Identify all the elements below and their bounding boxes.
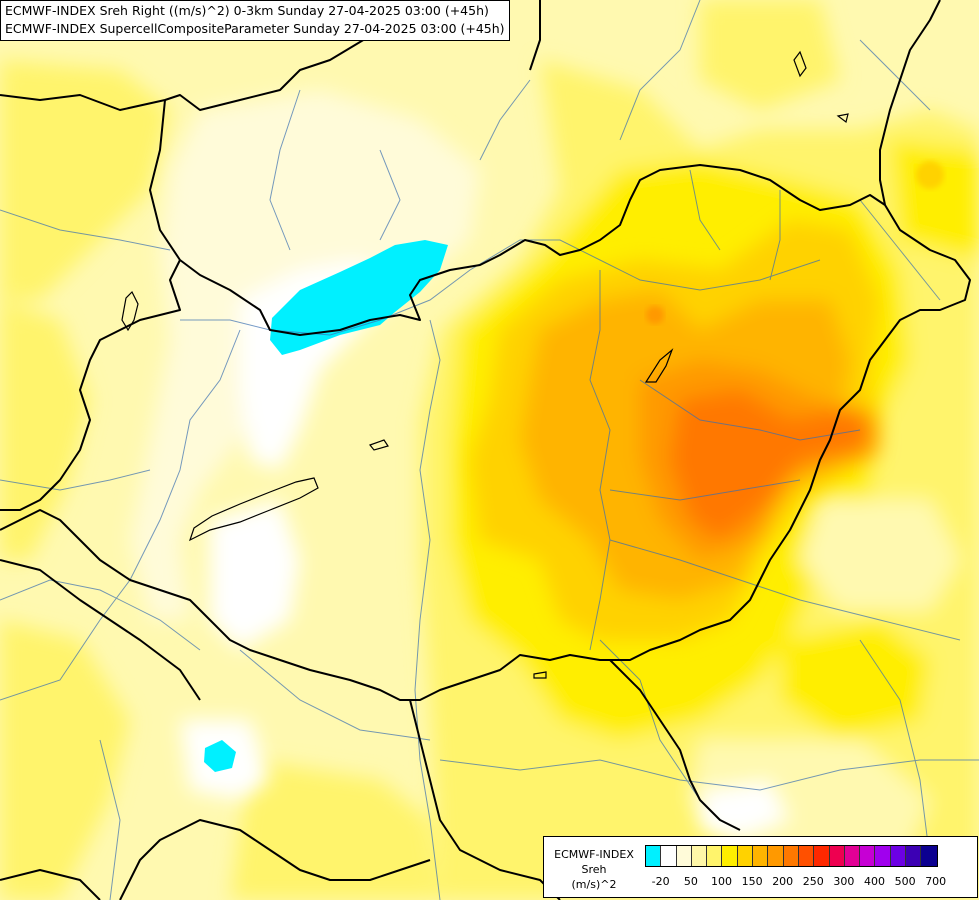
legend-tick-label: 150 [741,875,763,888]
legend-swatch [921,846,937,866]
legend-swatch [661,846,677,866]
legend-swatch [906,846,922,866]
legend-tick-label: 500 [894,875,916,888]
lakes [121,50,849,679]
legend-tick-label: 200 [772,875,794,888]
legend-swatch [875,846,891,866]
title-line-1: ECMWF-INDEX Sreh Right ((m/s)^2) 0-3km S… [5,3,489,18]
legend-swatch [753,846,769,866]
legend-tick-label: 400 [864,875,885,888]
lake-tisza [644,348,674,383]
legend-swatch [829,846,845,866]
cyan-area-south [204,740,236,772]
legend-label-line-1: ECMWF-INDEX [554,848,634,861]
legend-swatch [890,846,907,866]
legend-swatch [860,846,876,866]
legend-swatch [676,846,692,866]
legend-tick-label: 50 [683,875,698,888]
lake-small-4 [836,113,849,124]
lake-small-2 [533,671,547,679]
legend-tick-label: 700 [925,875,947,888]
legend-label: ECMWF-INDEX Sreh (m/s)^2 [544,847,644,892]
lake-small-3 [793,50,807,78]
legend-label-line-3: (m/s)^2 [571,878,617,891]
title-box: ECMWF-INDEX Sreh Right ((m/s)^2) 0-3km S… [0,0,510,41]
legend-tick-label: -20 [651,875,670,888]
legend-swatch [783,846,799,866]
legend-swatch [737,846,754,866]
legend-swatch [707,846,723,866]
lake-small-5 [121,290,139,332]
legend-label-line-2: Sreh [581,863,607,876]
legend-tick-label: 300 [833,875,855,888]
legend-swatch [798,846,815,866]
legend-swatch [768,846,784,866]
legend-swatch [844,846,861,866]
legend-swatch [646,846,662,866]
cyan-area-north [270,240,448,355]
color-legend: ECMWF-INDEX Sreh (m/s)^2 -20 50 100 150 200 2… [543,836,978,898]
title-line-2: ECMWF-INDEX SupercellCompositeParameter … [5,21,505,36]
legend-swatch [722,846,738,866]
legend-tick-label: 250 [802,875,824,888]
sreh-field-high [470,220,880,640]
legend-color-bar [645,845,938,867]
legend-swatch [814,846,830,866]
legend-swatch [691,846,708,866]
lake-small-1 [369,439,389,451]
legend-tick-label: 100 [711,875,732,888]
lake-balaton [188,477,319,542]
